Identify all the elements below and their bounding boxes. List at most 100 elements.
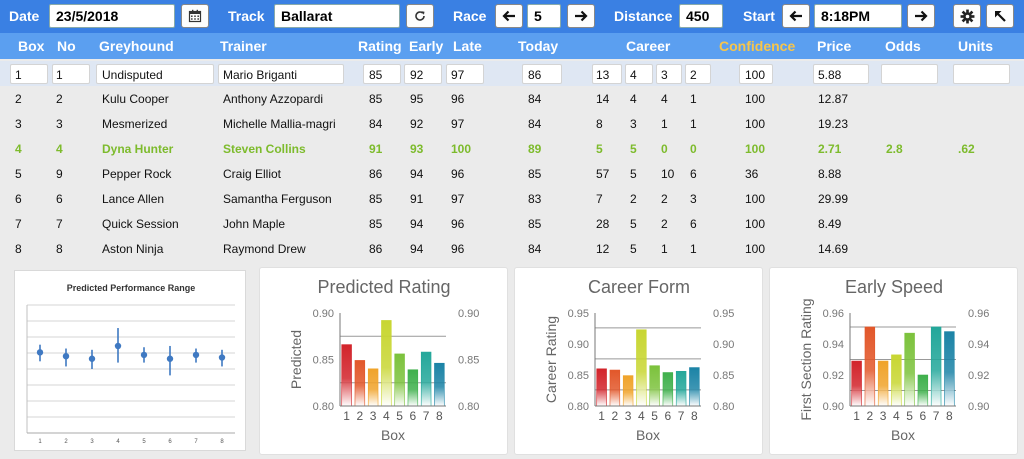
bar-2 [354, 360, 366, 407]
cell-price[interactable]: 5.88 [818, 68, 842, 82]
cell-career-starts[interactable]: 13 [596, 68, 610, 82]
cell-career-starts: 28 [596, 217, 610, 231]
cell-greyhound: Dyna Hunter [102, 142, 174, 156]
start-next-button[interactable] [907, 4, 935, 28]
col-confidence[interactable]: Confidence [719, 38, 796, 54]
bar-6 [917, 374, 929, 407]
cell-career-wins: 5 [630, 242, 637, 256]
chart-title: Predicted Performance Range [67, 283, 196, 293]
start-prev-button[interactable] [782, 4, 810, 28]
col-box[interactable]: Box [18, 38, 45, 54]
x-tick-label: 8 [946, 409, 953, 423]
cell-career-seconds[interactable]: 3 [661, 68, 668, 82]
col-early[interactable]: Early [409, 38, 444, 54]
cell-price: 12.87 [818, 92, 849, 106]
cell-no[interactable]: 1 [56, 68, 63, 82]
table-row[interactable]: 8 8 Aston Ninja Raymond Drew 86 94 96 84… [0, 236, 1024, 261]
table-row[interactable]: 1 1 Undisputed Mario Briganti 85 92 97 8… [0, 61, 1024, 86]
race-next-button[interactable] [567, 4, 595, 28]
predicted-rating-chart: Predicted Rating 1 2 3 4 5 6 7 8 0.80 0.80 0.85 0.85… [288, 277, 479, 443]
track-input[interactable] [274, 4, 400, 28]
cell-career-thirds[interactable]: 2 [690, 68, 697, 82]
cell-price: 29.99 [818, 192, 849, 206]
col-late[interactable]: Late [453, 38, 482, 54]
date-input[interactable] [49, 4, 175, 28]
cell-career-starts: 8 [596, 117, 603, 131]
cell-greyhound: Aston Ninja [102, 242, 164, 256]
cell-rating[interactable]: 85 [369, 68, 383, 82]
early-speed-chart: Early Speed 1 2 3 4 5 6 7 8 0.90 0.90 0.92 0.92 0.94 0… [798, 277, 989, 443]
bar-7 [930, 326, 942, 407]
bar-6 [407, 369, 419, 407]
x-tick-label: 1 [853, 409, 860, 423]
x-axis-label: Box [381, 427, 405, 443]
table-row[interactable]: 6 6 Lance Allen Samantha Ferguson 85 91 … [0, 186, 1024, 211]
point-4 [114, 342, 122, 350]
col-no[interactable]: No [57, 38, 76, 54]
cell-today[interactable]: 86 [528, 68, 542, 82]
cell-career-thirds: 1 [690, 117, 697, 131]
col-rating[interactable]: Rating [358, 38, 402, 54]
table-row[interactable]: 7 7 Quick Session John Maple 85 94 96 85… [0, 211, 1024, 236]
cell-confidence[interactable]: 100 [745, 68, 766, 82]
col-units[interactable]: Units [958, 38, 993, 54]
cell-trainer[interactable]: Mario Briganti [223, 68, 298, 82]
cell-box: 2 [15, 92, 22, 106]
cell-today: 85 [528, 167, 542, 181]
race-input[interactable] [527, 4, 561, 28]
refresh-button[interactable] [406, 4, 434, 28]
point-1 [36, 349, 44, 356]
x-tick-label: 1 [38, 439, 42, 445]
cell-late[interactable]: 97 [451, 68, 465, 82]
arrow-left-icon [502, 10, 515, 22]
calendar-button[interactable] [181, 4, 209, 28]
cell-career-wins[interactable]: 4 [630, 68, 637, 82]
col-odds[interactable]: Odds [885, 38, 921, 54]
start-input[interactable] [814, 4, 902, 28]
table-row[interactable]: 4 4 Dyna Hunter Steven Collins 91 93 100… [0, 136, 1024, 161]
cell-career-starts: 7 [596, 192, 603, 206]
cell-greyhound[interactable]: Undisputed [102, 68, 163, 82]
bar-8 [689, 367, 700, 407]
y-tick-label-left: 0.90 [823, 401, 844, 413]
table-row[interactable]: 5 9 Pepper Rock Craig Elliot 86 94 96 85… [0, 161, 1024, 186]
cell-early: 92 [410, 117, 424, 131]
x-tick-label: 2 [612, 409, 619, 423]
y-tick-label-left: 0.85 [568, 370, 589, 382]
cell-box[interactable]: 1 [15, 68, 22, 82]
cell-confidence: 100 [745, 242, 766, 256]
col-price[interactable]: Price [817, 38, 852, 54]
point-8 [218, 354, 226, 361]
expand-button[interactable] [986, 4, 1014, 28]
x-tick-label: 4 [893, 409, 900, 423]
settings-button[interactable] [953, 4, 981, 28]
y-axis-label: Predicted [288, 330, 304, 389]
y-tick-label-left: 0.90 [568, 339, 589, 351]
cell-today: 85 [528, 217, 542, 231]
cell-career-seconds: 2 [661, 217, 668, 231]
x-tick-label: 8 [436, 409, 443, 423]
x-tick-label: 7 [194, 439, 198, 445]
y-tick-label-right: 0.95 [713, 308, 734, 320]
cell-box: 8 [15, 242, 22, 256]
x-tick-label: 6 [410, 409, 417, 423]
start-label: Start [743, 8, 775, 24]
toolbar: Date Track Race Distance Start [0, 0, 1024, 33]
cell-early[interactable]: 92 [410, 68, 424, 82]
distance-input[interactable] [679, 4, 723, 28]
cell-career-seconds: 2 [661, 192, 668, 206]
cell-career-starts: 12 [596, 242, 610, 256]
cell-late: 97 [451, 117, 465, 131]
col-greyhound[interactable]: Greyhound [99, 38, 174, 54]
cell-trainer: Samantha Ferguson [223, 192, 332, 206]
table-row[interactable]: 2 2 Kulu Cooper Anthony Azzopardi 85 95 … [0, 86, 1024, 111]
col-career[interactable]: Career [626, 38, 671, 54]
col-trainer[interactable]: Trainer [220, 38, 267, 54]
cell-greyhound: Lance Allen [102, 192, 165, 206]
table-row[interactable]: 3 3 Mesmerized Michelle Mallia-magri 84 … [0, 111, 1024, 136]
early-speed-card: Early Speed 1 2 3 4 5 6 7 8 0.90 0.90 0.92 0.92 0.94 0… [769, 267, 1018, 455]
race-prev-button[interactable] [495, 4, 523, 28]
col-today[interactable]: Today [518, 38, 559, 54]
bar-5 [394, 353, 405, 407]
bar-3 [367, 368, 379, 407]
